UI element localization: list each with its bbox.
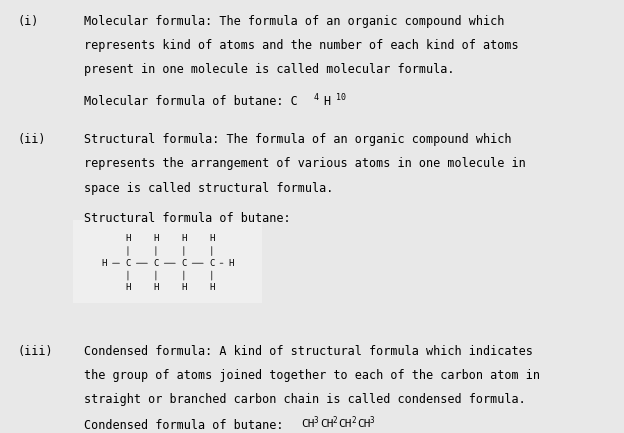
Text: Structural formula of butane:: Structural formula of butane: (84, 212, 291, 225)
Text: C: C (125, 259, 130, 268)
Text: 4: 4 (313, 93, 318, 102)
Text: space is called structural formula.: space is called structural formula. (84, 181, 334, 194)
Text: present in one molecule is called molecular formula.: present in one molecule is called molecu… (84, 63, 455, 76)
Text: H: H (125, 234, 130, 243)
Text: (ii): (ii) (17, 133, 46, 146)
Text: 3: 3 (370, 416, 374, 425)
Text: 10: 10 (336, 93, 346, 102)
Text: CH: CH (357, 419, 371, 429)
Text: straight or branched carbon chain is called condensed formula.: straight or branched carbon chain is cal… (84, 393, 526, 406)
Text: H: H (153, 283, 158, 292)
Text: Structural formula: The formula of an organic compound which: Structural formula: The formula of an or… (84, 133, 512, 146)
Text: CH: CH (338, 419, 352, 429)
Text: Molecular formula of butane: C: Molecular formula of butane: C (84, 95, 298, 108)
Text: the group of atoms joined together to each of the carbon atom in: the group of atoms joined together to ea… (84, 369, 540, 382)
Text: H: H (323, 95, 331, 108)
Text: CH: CH (320, 419, 333, 429)
Text: H: H (101, 259, 107, 268)
Text: H: H (153, 234, 158, 243)
Text: Condensed formula: A kind of structural formula which indicates: Condensed formula: A kind of structural … (84, 345, 533, 358)
Text: C: C (153, 259, 158, 268)
Text: H: H (125, 283, 130, 292)
Text: H: H (181, 234, 187, 243)
Text: H: H (229, 259, 234, 268)
Text: H: H (209, 283, 215, 292)
Text: (iii): (iii) (17, 345, 53, 358)
Text: (i): (i) (17, 15, 39, 28)
Text: H: H (209, 234, 215, 243)
Text: C: C (209, 259, 215, 268)
Text: 2: 2 (333, 416, 337, 425)
Text: Condensed formula of butane:: Condensed formula of butane: (84, 419, 291, 432)
Text: represents kind of atoms and the number of each kind of atoms: represents kind of atoms and the number … (84, 39, 519, 52)
Text: 3: 3 (314, 416, 319, 425)
Text: H: H (181, 283, 187, 292)
Text: 2: 2 (351, 416, 356, 425)
Text: Molecular formula: The formula of an organic compound which: Molecular formula: The formula of an org… (84, 15, 505, 28)
Text: CH: CH (301, 419, 314, 429)
Text: C: C (181, 259, 187, 268)
Text: represents the arrangement of various atoms in one molecule in: represents the arrangement of various at… (84, 158, 526, 171)
FancyBboxPatch shape (72, 220, 261, 303)
